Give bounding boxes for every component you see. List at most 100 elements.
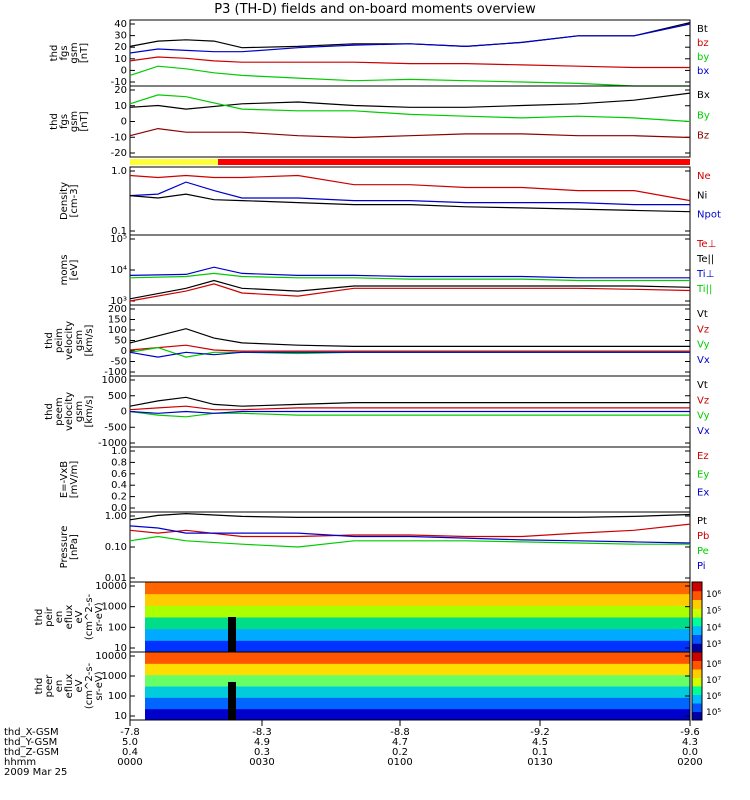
colorbar-segment [692, 599, 702, 609]
panel-frame [129, 85, 691, 158]
y-axis-label: gsm [69, 42, 80, 63]
spectrogram-band [145, 697, 690, 710]
legend-Ni: Ni [697, 190, 707, 201]
footer-value: -8.8 [390, 727, 410, 738]
y-tick-label: 0.10 [105, 542, 127, 553]
y-tick-label: 40 [114, 19, 127, 30]
series-line-Npot [129, 181, 690, 206]
footer-row-label: thd_Y-GSM [4, 737, 57, 748]
y-axis-label: eflux [64, 605, 75, 630]
footer-value: 5.0 [122, 737, 138, 748]
y-axis-label: peir [44, 606, 55, 626]
panel-frame [129, 651, 691, 721]
y-axis-label: thd [44, 403, 55, 420]
y-axis-label: en [54, 611, 65, 624]
footer-value: 4.9 [254, 737, 270, 748]
footer-row-label: thd_X-GSM [4, 727, 59, 738]
legend-Vt: Vt [697, 309, 708, 320]
y-tick-label: 20 [114, 42, 127, 53]
y-tick-label: -50 [111, 357, 127, 368]
plot-title: P3 (TH-D) fields and on-board moments ov… [214, 2, 536, 17]
spectrogram-band [145, 652, 690, 664]
y-tick-label: 10000 [95, 651, 127, 662]
series-line-Vx [129, 351, 690, 358]
y-axis-label: sr-eV) [94, 602, 105, 631]
y-axis-label: peim [54, 328, 65, 353]
colorbar-segment [692, 625, 702, 635]
colorbar-segment [692, 694, 702, 704]
panel-p7: 1.00.80.60.40.20.0 E=-VxB [mV/m] Ez Ey Ex [59, 446, 709, 514]
colorbar-segment [692, 686, 702, 695]
y-tick-label: 20 [114, 85, 127, 96]
footer-row-label: hhmm [4, 757, 36, 768]
series-line-Pt [129, 512, 691, 521]
colorbar-segment [692, 652, 702, 661]
series-line-Pb [129, 523, 691, 538]
legend-bx: bx [697, 66, 709, 77]
status-bar-red [218, 159, 690, 165]
y-axis-label: velocity [64, 321, 75, 360]
series-line-bx [129, 23, 691, 54]
footer-value: -9.2 [530, 727, 550, 738]
colorbar-segment [692, 711, 702, 721]
y-tick-label: 10 [114, 54, 127, 65]
y-tick-label: 10⁴ [110, 265, 127, 276]
legend-by: by [697, 52, 709, 63]
series-line-Te|| [129, 279, 691, 300]
y-axis-label: E=-VxB [59, 461, 70, 498]
colorbar-tick-label: 10⁵ [706, 708, 721, 718]
series-line-Bz [129, 127, 691, 139]
colorbar-segment [692, 660, 702, 670]
y-tick-label: 100 [108, 691, 127, 702]
y-axis-label: [mV/m] [69, 461, 80, 499]
legend-Vy: Vy [697, 340, 710, 351]
y-axis-label: [eV] [69, 260, 80, 281]
legend-Te||: Te|| [696, 254, 714, 265]
y-tick-label: 500 [108, 391, 127, 402]
y-tick-label: 10000 [95, 581, 127, 592]
y-axis-label: [cm-3] [69, 184, 80, 217]
footer-value: -8.3 [252, 727, 272, 738]
y-tick-label: 100 [108, 622, 127, 633]
y-tick-label: 10⁵ [110, 234, 127, 245]
spectrogram-band [145, 686, 690, 698]
series-line-Vt [129, 328, 690, 347]
y-tick-label: -1000 [98, 438, 127, 449]
y-axis-label: velocity [64, 392, 75, 431]
series-line-Pe [129, 535, 690, 548]
y-tick-label: 10 [114, 101, 127, 112]
y-axis-label: peer [44, 674, 55, 698]
series-line-Vy [129, 410, 690, 418]
colorbar-segment [692, 677, 702, 687]
legend-Pb: Pb [697, 531, 709, 542]
y-tick-label: 30 [114, 31, 127, 42]
y-tick-label: 10 [114, 711, 127, 722]
footer-value: 0.1 [532, 747, 548, 758]
legend-Vz: Vz [697, 324, 709, 335]
footer-date: 2009 Mar 25 [4, 767, 67, 778]
y-tick-label: 0.4 [111, 480, 127, 491]
footer-value: 4.5 [532, 737, 548, 748]
colorbar-tick-label: 10⁸ [706, 660, 721, 670]
spectrogram-band [145, 674, 690, 687]
colorbar-tick-label: 10⁴ [706, 623, 721, 633]
y-axis-label: sr-eV) [94, 671, 105, 700]
spectrogram-band [145, 663, 690, 676]
y-tick-label: 10 [114, 643, 127, 654]
series-line-Ti|| [129, 272, 690, 282]
y-tick-label: 0 [121, 407, 127, 418]
legend-Ez: Ez [697, 451, 709, 462]
footer-value: 0.4 [122, 747, 138, 758]
footer-value: -9.6 [680, 727, 700, 738]
y-axis-label: fgs [59, 45, 70, 60]
data-gap [228, 682, 236, 720]
y-tick-label: 0 [121, 117, 127, 128]
legend-Ex: Ex [697, 488, 709, 499]
data-gap [228, 617, 236, 652]
panel-p4: 10⁵ 10⁴ 10³ moms [eV] Te⊥ Te|| Ti⊥ Ti|| [59, 234, 716, 307]
colorbar-tick-label: 10⁶ [706, 692, 721, 702]
y-axis-label: gsm [69, 111, 80, 132]
colorbar-segment [692, 582, 702, 592]
y-axis-label: (cm^2-s- [84, 662, 95, 709]
y-tick-label: -10 [111, 132, 127, 143]
